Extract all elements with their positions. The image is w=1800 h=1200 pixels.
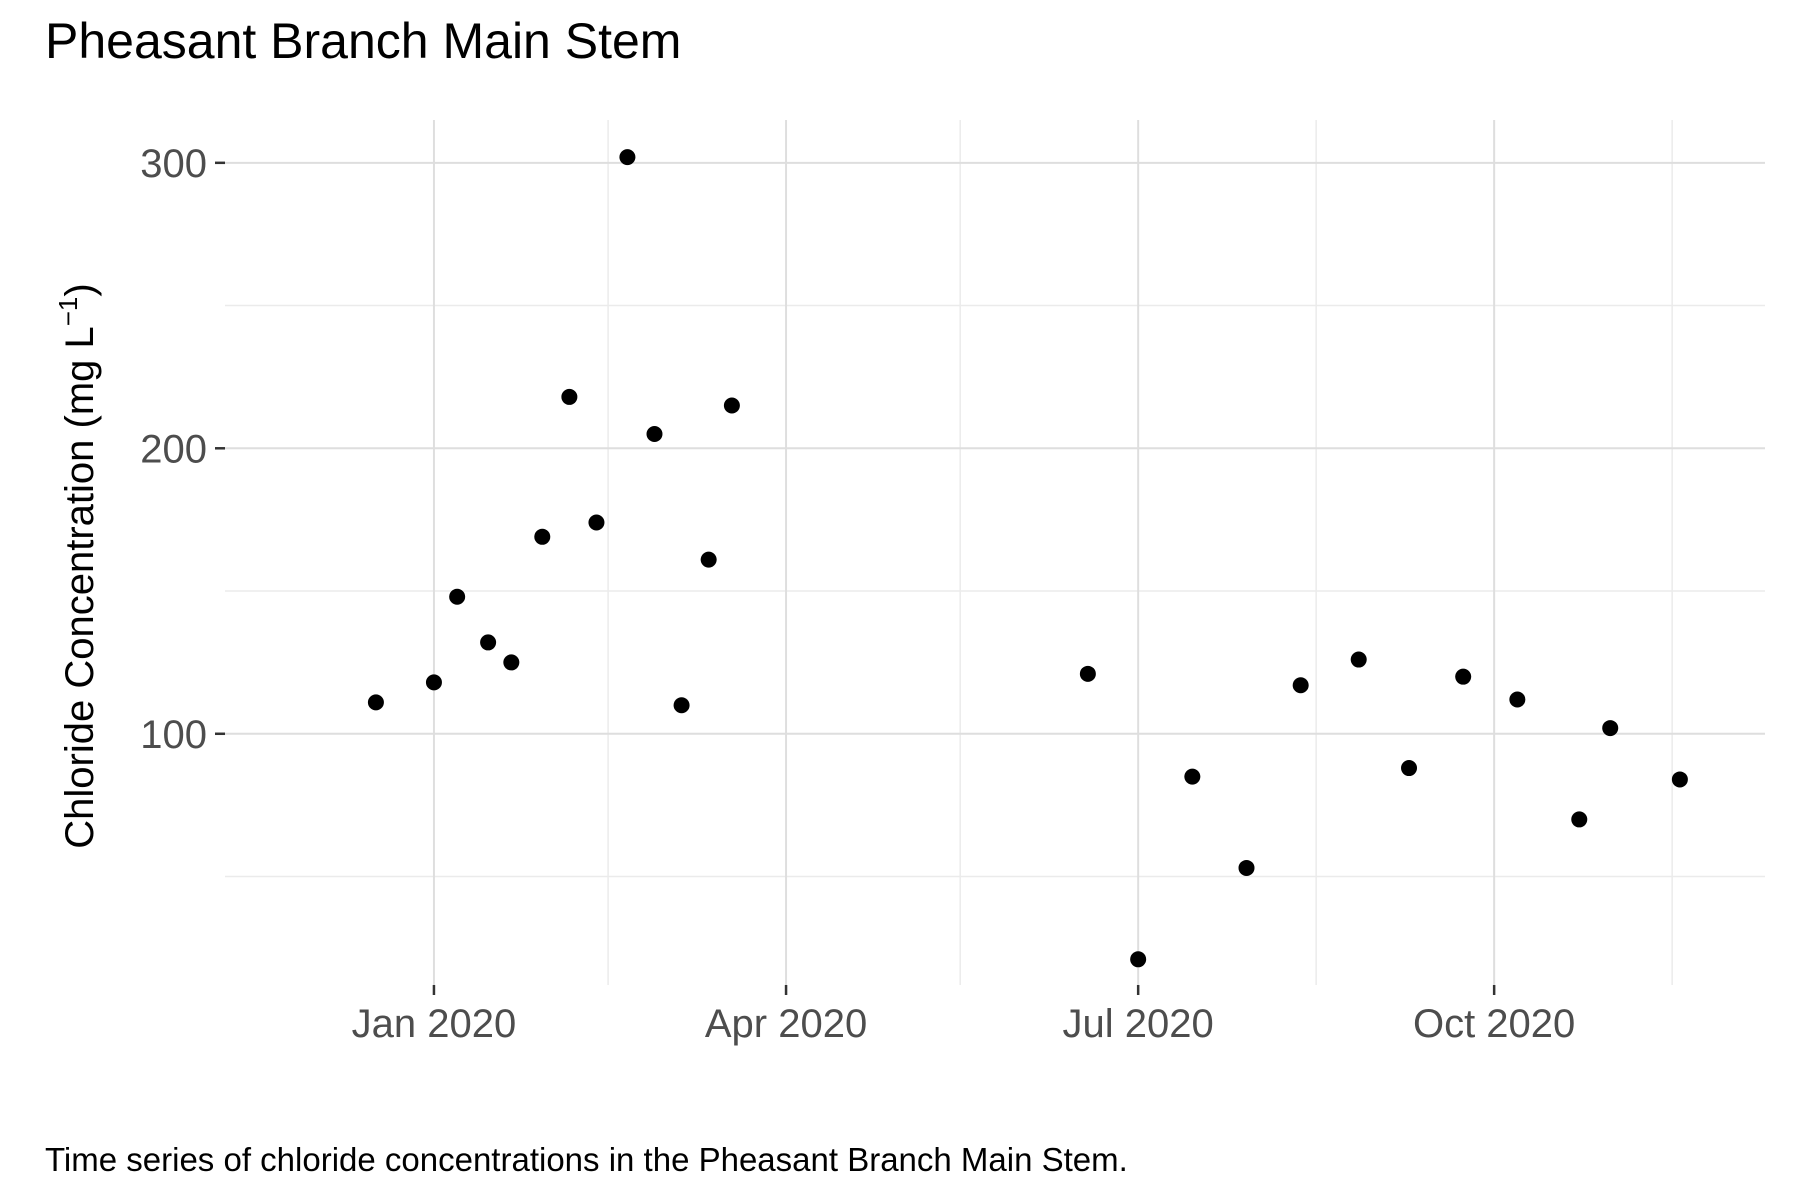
data-point — [503, 654, 520, 671]
data-point — [700, 551, 717, 568]
data-point — [534, 528, 551, 545]
figure-caption: Time series of chloride concentrations i… — [45, 1141, 1128, 1178]
data-point — [1401, 760, 1418, 777]
y-tick-label: 300 — [140, 142, 207, 186]
data-point — [723, 397, 740, 414]
data-point — [1292, 677, 1309, 694]
data-point — [1350, 651, 1367, 668]
data-point — [561, 388, 578, 405]
tick-labels: 100 200 300 Jan 2020 Apr 2020 Jul 2020 Oct 202… — [140, 142, 1575, 1046]
data-point — [1130, 951, 1147, 968]
data-point — [1571, 811, 1588, 828]
data-point — [425, 674, 442, 691]
grid-lines — [225, 120, 1765, 985]
data-point — [1238, 859, 1255, 876]
data-point — [480, 634, 497, 651]
y-tick-label: 200 — [140, 427, 207, 471]
data-point — [673, 697, 690, 714]
data-point — [1671, 771, 1688, 788]
data-points — [367, 149, 1688, 968]
chart-title: Pheasant Branch Main Stem — [45, 13, 682, 69]
y-tick-label: 100 — [140, 713, 207, 757]
data-point — [588, 514, 605, 531]
data-point — [1079, 665, 1096, 682]
x-tick-label: Oct 2020 — [1413, 1002, 1575, 1046]
x-tick-label: Jan 2020 — [352, 1002, 517, 1046]
data-point — [1509, 691, 1526, 708]
data-point — [619, 149, 636, 166]
y-axis-title: Chloride Concentration (mg L−1) — [53, 283, 102, 848]
data-point — [646, 426, 663, 443]
x-tick-label: Apr 2020 — [705, 1002, 867, 1046]
axis-ticks — [215, 161, 1496, 995]
y-axis-title-close: ) — [58, 283, 102, 296]
y-axis-title-superscript: −1 — [53, 297, 83, 327]
x-tick-label: Jul 2020 — [1063, 1002, 1214, 1046]
data-point — [1602, 720, 1619, 737]
data-point — [449, 588, 466, 605]
data-point — [367, 694, 384, 711]
y-axis-title-main: Chloride Concentration (mg L — [58, 326, 102, 848]
data-point — [1184, 768, 1201, 785]
data-point — [1455, 668, 1472, 685]
